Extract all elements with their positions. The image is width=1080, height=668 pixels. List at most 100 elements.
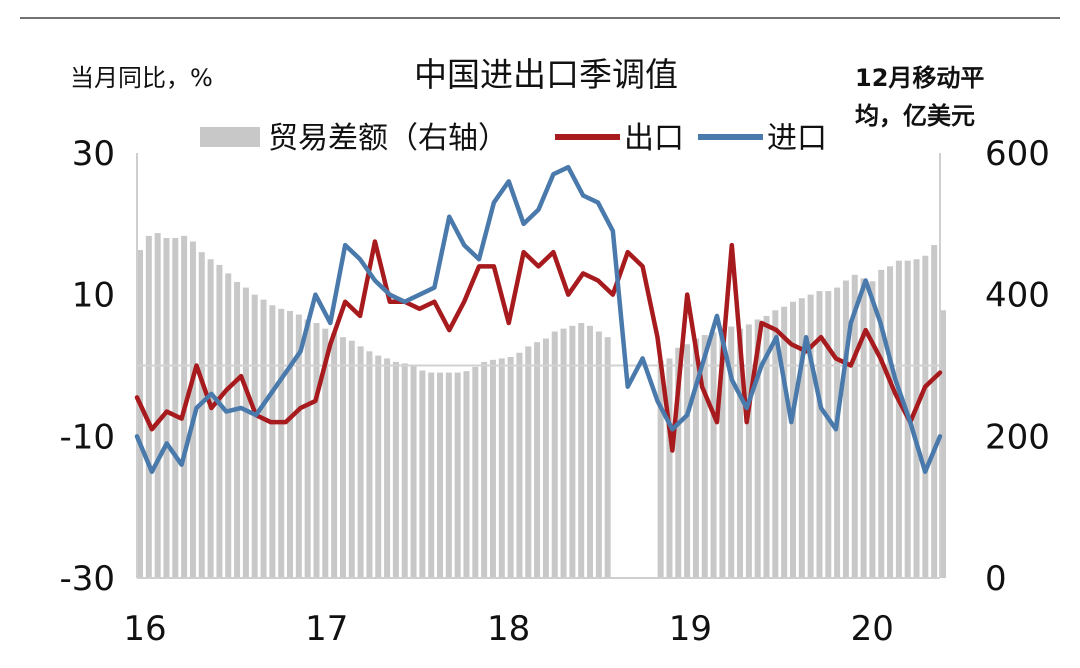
bar [454, 372, 461, 578]
bar [498, 358, 505, 578]
bar [772, 310, 779, 578]
bar [428, 372, 435, 578]
x-tick-label: 17 [305, 609, 348, 649]
bar [516, 352, 523, 578]
bar [313, 323, 320, 578]
legend-label-balance: 贸易差额（右轴） [268, 121, 508, 156]
bar [931, 245, 938, 578]
bar [878, 269, 885, 579]
bar [869, 281, 876, 578]
bar [551, 331, 558, 578]
right-tick-label: 600 [985, 134, 1050, 174]
chart-title: 中国进出口季调值 [414, 55, 678, 94]
bar [816, 291, 823, 579]
bar [525, 346, 532, 579]
bar [754, 319, 761, 578]
bar [737, 328, 744, 578]
bar [789, 301, 796, 578]
bar [807, 294, 814, 578]
bar [569, 325, 576, 578]
bar [860, 278, 867, 579]
bar [234, 281, 241, 578]
legend: 贸易差额（右轴） 出口 进口 [200, 121, 827, 156]
bar [587, 325, 594, 578]
bar [225, 273, 232, 578]
x-tick-label: 18 [487, 609, 530, 649]
left-tick-label: -10 [59, 417, 115, 457]
bar [719, 330, 726, 578]
bar [710, 332, 717, 578]
bar [560, 328, 567, 578]
bar [481, 361, 488, 578]
bar [401, 363, 408, 579]
legend-label-import: 进口 [767, 121, 827, 156]
bar [657, 360, 664, 578]
bar [728, 326, 735, 578]
bar [137, 250, 143, 579]
bar [834, 287, 841, 578]
bar [781, 306, 788, 578]
bar [666, 358, 673, 578]
bar [701, 335, 708, 578]
bar [384, 358, 391, 578]
bar [145, 235, 152, 579]
bar [895, 260, 902, 578]
bar [260, 299, 267, 579]
bar [295, 314, 302, 578]
bar [331, 332, 338, 578]
bar [366, 351, 373, 578]
bar [745, 324, 752, 578]
bar [825, 291, 832, 579]
axes-layer [136, 153, 941, 579]
bar [851, 274, 858, 578]
bar [242, 287, 249, 578]
bar [207, 259, 214, 578]
left-tick-label: 30 [72, 134, 115, 174]
bar [189, 241, 196, 579]
bar [339, 337, 346, 578]
series-line [134, 239, 943, 453]
bar [287, 310, 294, 578]
bars-layer [137, 233, 946, 579]
bar [357, 346, 364, 579]
bar [940, 310, 946, 578]
bar [278, 308, 285, 578]
right-axis-label-1: 12月移动平 [855, 64, 984, 92]
bar [251, 294, 258, 578]
bar [322, 328, 329, 578]
bar [437, 372, 444, 578]
bar [604, 337, 611, 578]
bar [692, 338, 699, 578]
right-tick-label: 0 [985, 559, 1007, 599]
bar [798, 298, 805, 578]
bar [913, 259, 920, 578]
bar [922, 255, 929, 578]
legend-swatch-balance [200, 127, 260, 147]
bar [578, 323, 585, 578]
left-tick-label: 10 [72, 276, 115, 316]
bar [842, 280, 849, 578]
bar [542, 338, 549, 578]
bar [154, 233, 161, 579]
bar [216, 264, 223, 578]
x-tick-label: 20 [851, 609, 894, 649]
bar [172, 238, 179, 578]
bar [887, 266, 894, 578]
bar [348, 340, 355, 578]
bar [375, 355, 382, 578]
bar [198, 252, 205, 579]
bar [595, 331, 602, 578]
bar [445, 372, 452, 578]
right-tick-label: 200 [985, 417, 1050, 457]
right-axis-label-2: 均，亿美元 [855, 102, 975, 130]
series-line [134, 164, 943, 474]
legend-label-export: 出口 [624, 121, 684, 156]
left-tick-label: -30 [59, 559, 115, 599]
right-tick-label: 400 [985, 276, 1050, 316]
bar [763, 315, 770, 578]
bar [163, 238, 170, 578]
left-axis-label: 当月同比，% [70, 64, 213, 92]
x-tick-label: 16 [123, 609, 166, 649]
